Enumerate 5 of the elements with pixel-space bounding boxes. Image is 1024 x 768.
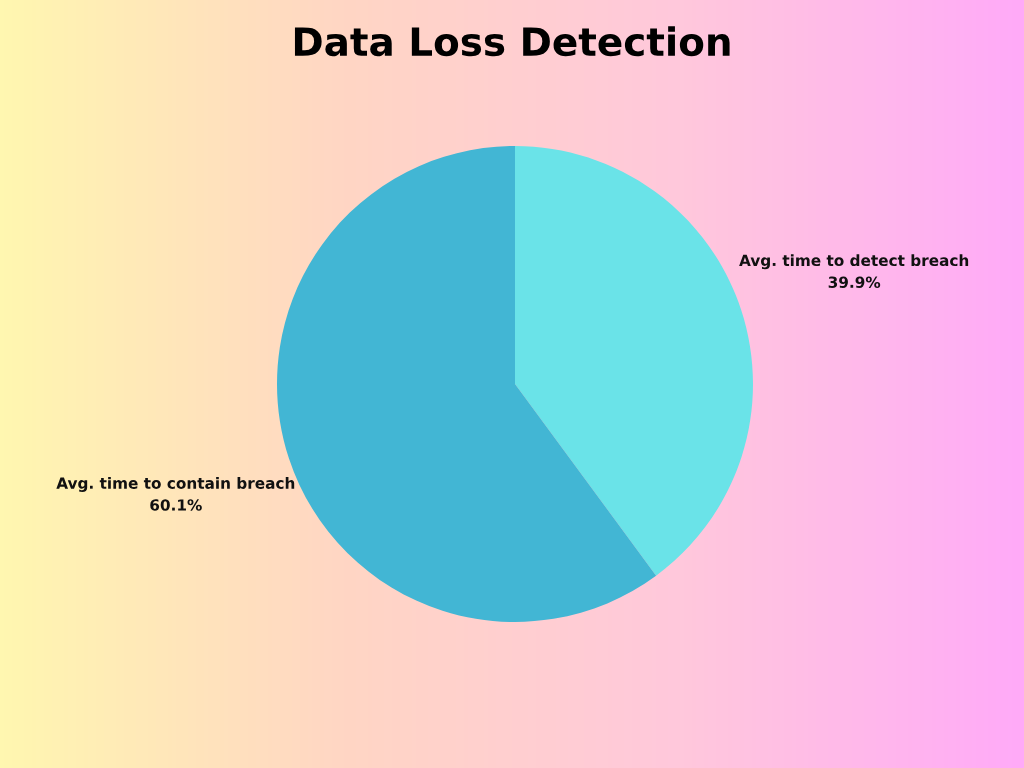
chart-title: Data Loss Detection: [294, 26, 730, 57]
slice-label: Avg. time to detect breach: [739, 254, 969, 270]
slice-label: Avg. time to contain breach: [56, 477, 295, 492]
data-label: 60.1%: [150, 499, 202, 511]
data-label: 39.9%: [828, 276, 881, 288]
